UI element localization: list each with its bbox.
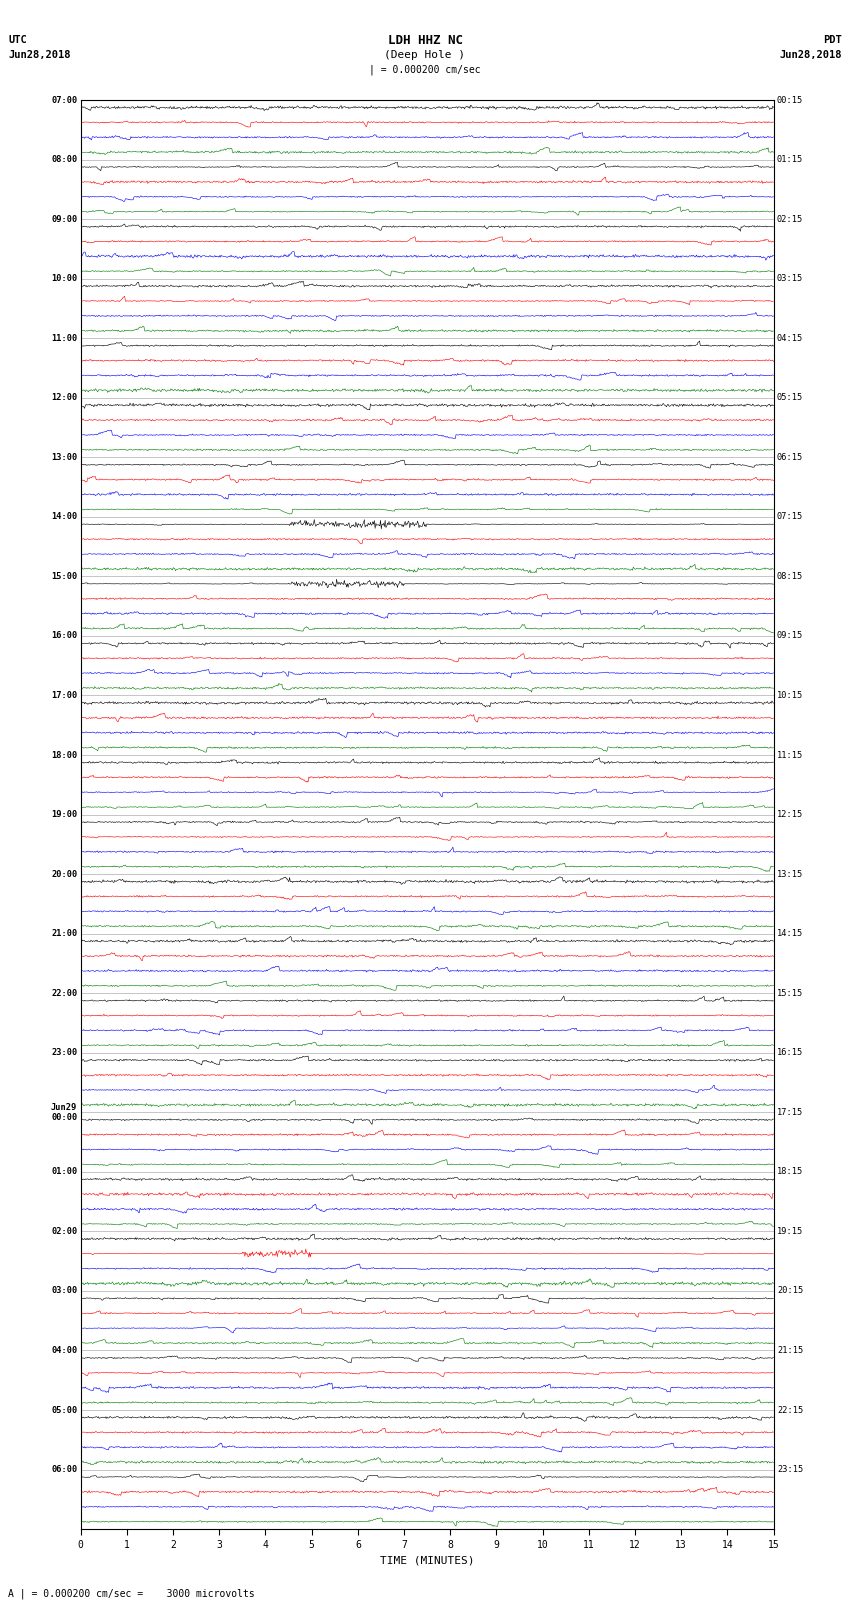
Text: 02:00: 02:00 (51, 1227, 77, 1236)
Text: UTC: UTC (8, 35, 27, 45)
Text: 17:00: 17:00 (51, 690, 77, 700)
Text: 21:00: 21:00 (51, 929, 77, 939)
Text: 20:00: 20:00 (51, 869, 77, 879)
Text: 06:00: 06:00 (51, 1465, 77, 1474)
Text: 12:00: 12:00 (51, 394, 77, 402)
Text: 11:00: 11:00 (51, 334, 77, 342)
Text: 15:00: 15:00 (51, 573, 77, 581)
Text: 23:15: 23:15 (777, 1465, 803, 1474)
Text: 09:00: 09:00 (51, 215, 77, 224)
Text: 11:15: 11:15 (777, 750, 803, 760)
Text: 14:00: 14:00 (51, 513, 77, 521)
Text: 18:15: 18:15 (777, 1168, 803, 1176)
Text: Jun29
00:00: Jun29 00:00 (51, 1103, 77, 1123)
Text: PDT: PDT (823, 35, 842, 45)
Text: 05:15: 05:15 (777, 394, 803, 402)
Text: 16:00: 16:00 (51, 631, 77, 640)
Text: LDH HHZ NC: LDH HHZ NC (388, 34, 462, 47)
Text: 05:00: 05:00 (51, 1405, 77, 1415)
Text: 07:00: 07:00 (51, 95, 77, 105)
Text: 16:15: 16:15 (777, 1048, 803, 1057)
Text: 03:15: 03:15 (777, 274, 803, 284)
Text: 06:15: 06:15 (777, 453, 803, 461)
Text: 01:00: 01:00 (51, 1168, 77, 1176)
Text: 09:15: 09:15 (777, 631, 803, 640)
Text: 18:00: 18:00 (51, 750, 77, 760)
Text: 01:15: 01:15 (777, 155, 803, 165)
Text: 22:00: 22:00 (51, 989, 77, 998)
Text: 20:15: 20:15 (777, 1287, 803, 1295)
Text: 07:15: 07:15 (777, 513, 803, 521)
Text: 13:15: 13:15 (777, 869, 803, 879)
Text: 13:00: 13:00 (51, 453, 77, 461)
Text: 04:15: 04:15 (777, 334, 803, 342)
Text: 15:15: 15:15 (777, 989, 803, 998)
Text: 04:00: 04:00 (51, 1345, 77, 1355)
Text: A | = 0.000200 cm/sec =    3000 microvolts: A | = 0.000200 cm/sec = 3000 microvolts (8, 1589, 255, 1598)
Text: 10:00: 10:00 (51, 274, 77, 284)
Text: 12:15: 12:15 (777, 810, 803, 819)
Text: 08:00: 08:00 (51, 155, 77, 165)
Text: 14:15: 14:15 (777, 929, 803, 939)
Text: 10:15: 10:15 (777, 690, 803, 700)
Text: 17:15: 17:15 (777, 1108, 803, 1116)
Text: 02:15: 02:15 (777, 215, 803, 224)
Text: 08:15: 08:15 (777, 573, 803, 581)
Text: | = 0.000200 cm/sec: | = 0.000200 cm/sec (369, 65, 481, 74)
Text: (Deep Hole ): (Deep Hole ) (384, 50, 466, 60)
Text: 19:15: 19:15 (777, 1227, 803, 1236)
Text: Jun28,2018: Jun28,2018 (8, 50, 71, 60)
X-axis label: TIME (MINUTES): TIME (MINUTES) (380, 1555, 474, 1565)
Text: Jun28,2018: Jun28,2018 (779, 50, 842, 60)
Text: 21:15: 21:15 (777, 1345, 803, 1355)
Text: 22:15: 22:15 (777, 1405, 803, 1415)
Text: 03:00: 03:00 (51, 1287, 77, 1295)
Text: 00:15: 00:15 (777, 95, 803, 105)
Text: 23:00: 23:00 (51, 1048, 77, 1057)
Text: 19:00: 19:00 (51, 810, 77, 819)
